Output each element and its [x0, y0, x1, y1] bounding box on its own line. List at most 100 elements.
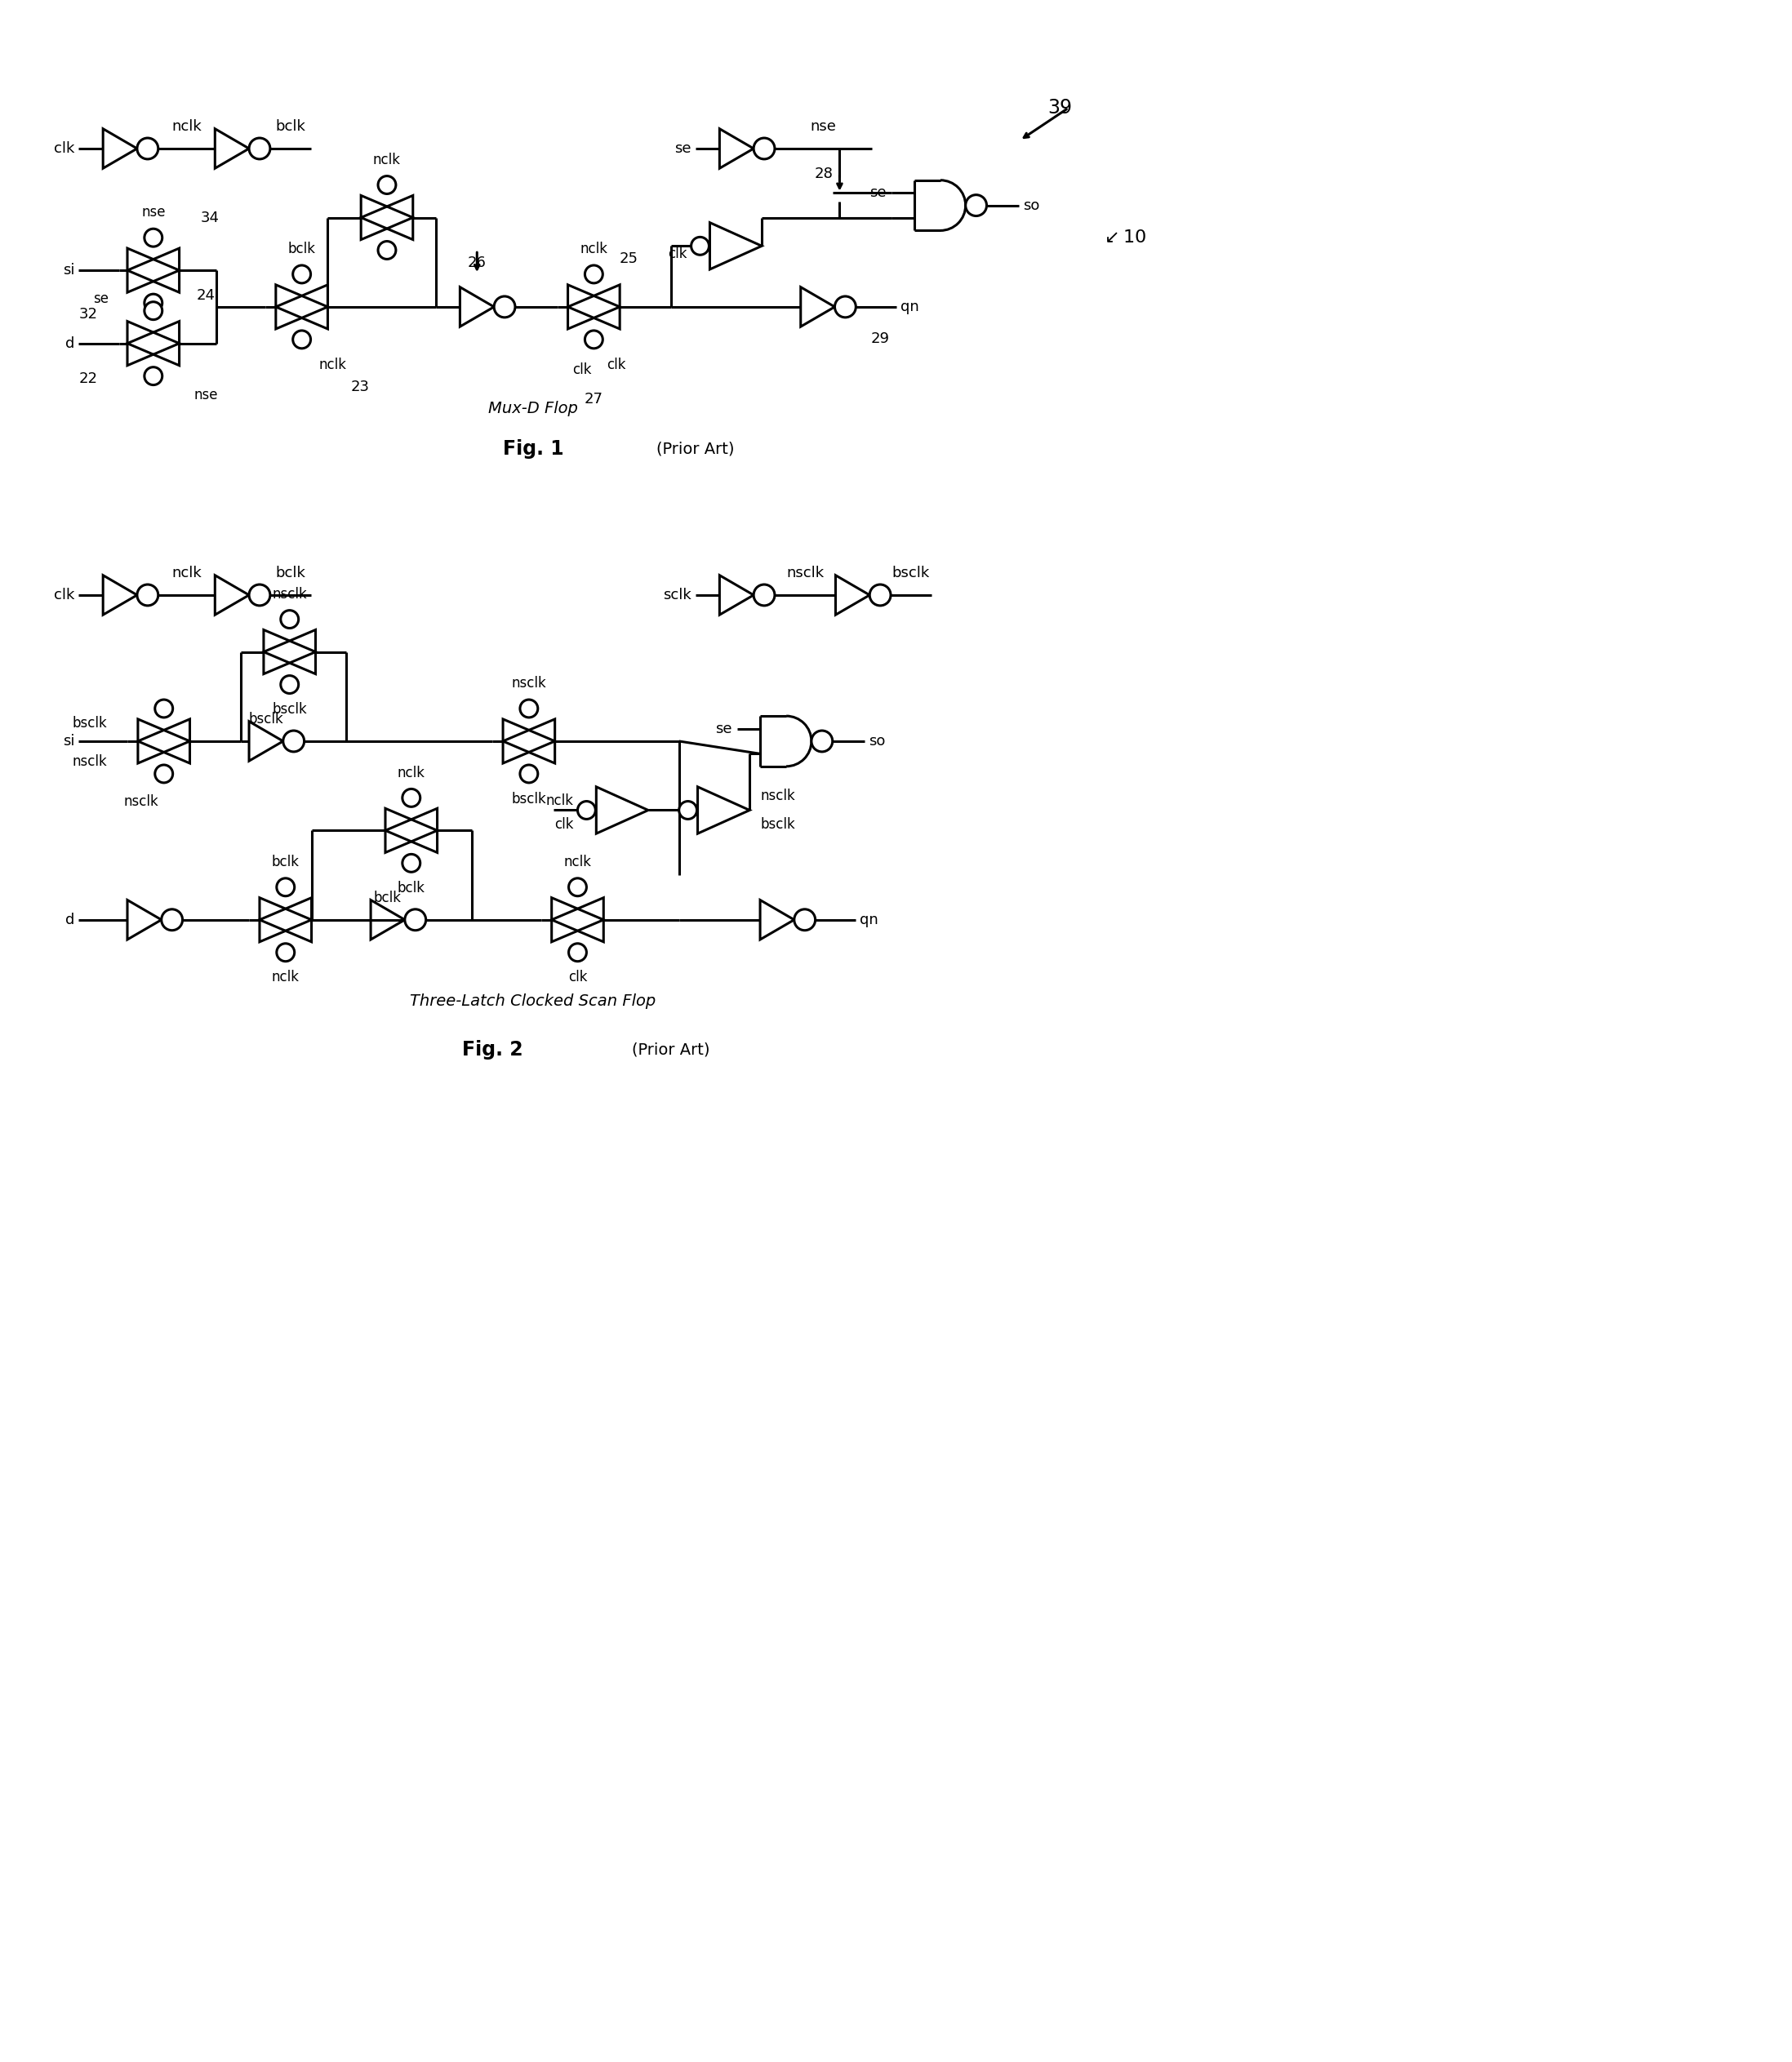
Text: qn: qn	[860, 911, 878, 928]
Circle shape	[138, 584, 158, 606]
Text: 34: 34	[201, 210, 219, 225]
Text: bsclk: bsclk	[892, 565, 930, 579]
Circle shape	[495, 297, 514, 318]
Circle shape	[292, 330, 310, 348]
Text: sclk: sclk	[663, 588, 692, 602]
Text: nclk: nclk	[373, 153, 401, 167]
Text: bsclk: bsclk	[249, 711, 283, 726]
Text: bclk: bclk	[289, 241, 315, 256]
Text: nse: nse	[810, 120, 837, 134]
Circle shape	[276, 944, 294, 961]
Circle shape	[966, 194, 987, 217]
Text: nclk: nclk	[564, 856, 591, 870]
Circle shape	[145, 367, 163, 386]
Text: clk: clk	[568, 969, 588, 986]
Text: nsclk: nsclk	[511, 676, 547, 691]
Text: bclk: bclk	[272, 856, 299, 870]
Text: so: so	[869, 734, 885, 749]
Circle shape	[281, 610, 299, 629]
Text: 23: 23	[351, 379, 369, 394]
Text: clk: clk	[54, 140, 75, 157]
Text: qn: qn	[900, 299, 919, 313]
Text: clk: clk	[572, 363, 591, 377]
Text: bsclk: bsclk	[72, 716, 108, 730]
Circle shape	[520, 699, 538, 718]
Circle shape	[835, 297, 857, 318]
Text: nclk: nclk	[547, 794, 573, 808]
Circle shape	[584, 330, 602, 348]
Text: 22: 22	[79, 371, 97, 386]
Circle shape	[378, 175, 396, 194]
Text: bclk: bclk	[276, 565, 305, 579]
Text: si: si	[63, 734, 75, 749]
Circle shape	[692, 237, 710, 256]
Text: bsclk: bsclk	[760, 817, 796, 833]
Text: nclk: nclk	[398, 765, 425, 779]
Text: nclk: nclk	[581, 241, 607, 256]
Text: nsclk: nsclk	[72, 755, 108, 769]
Circle shape	[145, 229, 163, 247]
Text: 25: 25	[620, 252, 638, 266]
Text: Fig. 1: Fig. 1	[502, 439, 563, 458]
Text: so: so	[1023, 198, 1039, 212]
Circle shape	[276, 878, 294, 897]
Circle shape	[145, 301, 163, 320]
Circle shape	[378, 241, 396, 260]
Text: Three-Latch Clocked Scan Flop: Three-Latch Clocked Scan Flop	[410, 994, 656, 1008]
Text: bclk: bclk	[375, 891, 401, 905]
Circle shape	[754, 584, 774, 606]
Text: d: d	[65, 336, 75, 351]
Text: 27: 27	[584, 392, 604, 406]
Text: (Prior Art): (Prior Art)	[656, 441, 735, 456]
Circle shape	[249, 584, 271, 606]
Text: nclk: nclk	[319, 357, 346, 371]
Text: $\swarrow$10: $\swarrow$10	[1100, 229, 1147, 245]
Circle shape	[679, 802, 697, 819]
Circle shape	[154, 699, 172, 718]
Circle shape	[403, 790, 419, 806]
Text: 29: 29	[871, 332, 889, 346]
Text: bclk: bclk	[276, 120, 305, 134]
Circle shape	[812, 730, 833, 753]
Circle shape	[145, 295, 163, 311]
Text: 24: 24	[197, 289, 215, 303]
Text: 26: 26	[468, 256, 486, 270]
Text: nclk: nclk	[172, 120, 201, 134]
Text: (Prior Art): (Prior Art)	[633, 1041, 710, 1058]
Text: clk: clk	[607, 357, 625, 371]
Text: Fig. 2: Fig. 2	[462, 1039, 523, 1060]
Text: nsclk: nsclk	[272, 588, 306, 602]
Circle shape	[754, 138, 774, 159]
Circle shape	[568, 944, 586, 961]
Circle shape	[520, 765, 538, 784]
Circle shape	[584, 266, 602, 282]
Circle shape	[577, 802, 595, 819]
Text: si: si	[63, 264, 75, 278]
Text: clk: clk	[54, 588, 75, 602]
Text: Mux-D Flop: Mux-D Flop	[487, 400, 577, 417]
Text: nsclk: nsclk	[787, 565, 824, 579]
Text: d: d	[65, 911, 75, 928]
Text: bsclk: bsclk	[511, 792, 547, 806]
Text: bclk: bclk	[398, 880, 425, 895]
Text: se: se	[869, 186, 885, 200]
Circle shape	[568, 878, 586, 897]
Circle shape	[283, 730, 305, 753]
Circle shape	[405, 909, 426, 930]
Circle shape	[249, 138, 271, 159]
Text: nse: nse	[142, 206, 165, 221]
Text: nclk: nclk	[172, 565, 201, 579]
Text: bsclk: bsclk	[272, 703, 306, 718]
Text: nsclk: nsclk	[760, 788, 796, 802]
Text: clk: clk	[668, 247, 686, 262]
Text: 28: 28	[814, 167, 833, 181]
Circle shape	[869, 584, 891, 606]
Circle shape	[292, 266, 310, 282]
Text: se: se	[715, 722, 731, 736]
Circle shape	[154, 765, 172, 784]
Circle shape	[403, 854, 419, 872]
Text: 39: 39	[1048, 99, 1073, 118]
Circle shape	[138, 138, 158, 159]
Text: nsclk: nsclk	[124, 794, 158, 808]
Text: nclk: nclk	[272, 969, 299, 986]
